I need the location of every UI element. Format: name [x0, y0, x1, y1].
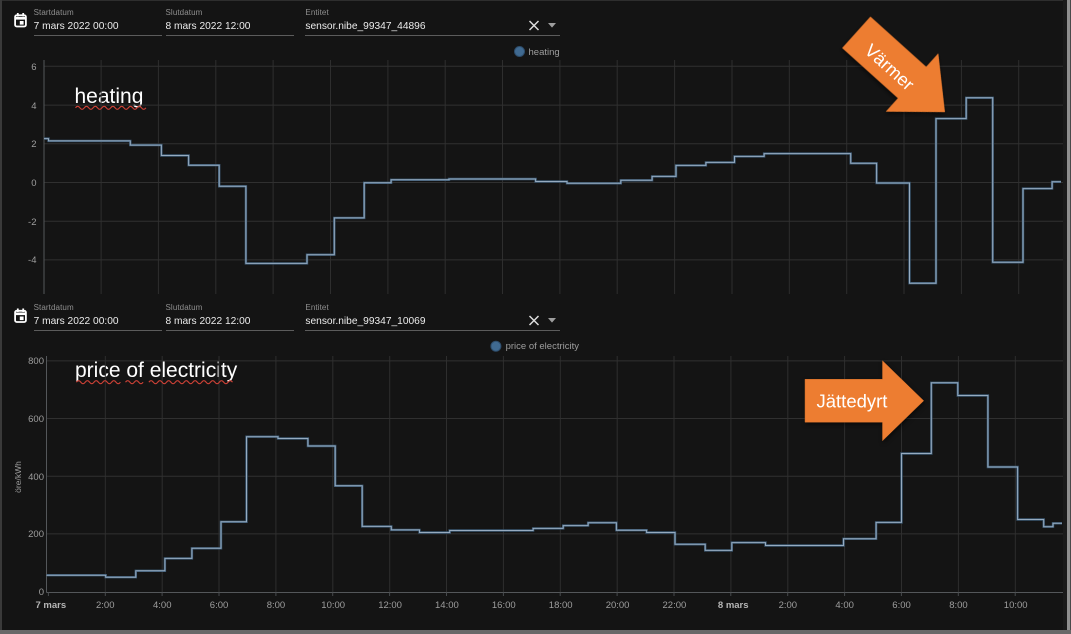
- svg-text:Jättedyrt: Jättedyrt: [817, 391, 888, 412]
